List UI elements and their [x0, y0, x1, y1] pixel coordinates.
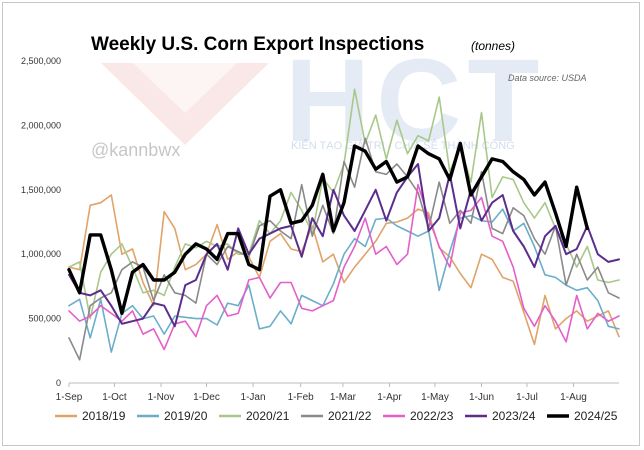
chart-title-unit: (tonnes) [471, 39, 515, 53]
legend-label: 2018/19 [82, 409, 126, 423]
x-tick-label: 1-Sep [56, 392, 83, 403]
y-tick-label: 2,000,000 [21, 120, 61, 130]
data-source-note: Data source: USDA [508, 73, 587, 83]
x-tick-label: 1-Jul [516, 392, 538, 403]
y-tick-label: 1,500,000 [21, 185, 61, 195]
chart-title: Weekly U.S. Corn Export Inspections [91, 34, 424, 55]
x-tick-label: 1-Dec [193, 392, 220, 403]
legend-label: 2023/24 [492, 409, 536, 423]
x-tick-label: 1-Nov [148, 392, 175, 403]
watermark-handle: @kannbwx [91, 140, 180, 160]
chart-frame: HCT KIẾN TẠO GIÁ TRỊ - CHIA SẺ THÀNH CÔNG… [2, 2, 640, 446]
legend-label: 2022/23 [410, 409, 454, 423]
y-tick-label: 500,000 [28, 314, 61, 324]
watermark-logo-inner [133, 63, 237, 113]
x-tick-label: 1-Aug [560, 392, 587, 403]
legend-label: 2020/21 [246, 409, 290, 423]
y-tick-label: 1,000,000 [21, 249, 61, 259]
x-tick-label: 1-May [421, 392, 449, 403]
y-tick-label: 2,500,000 [21, 56, 61, 66]
x-tick-label: 1-Oct [102, 392, 127, 403]
series-line-2022-23 [68, 183, 620, 351]
x-tick-label: 1-Feb [288, 392, 315, 403]
x-tick-label: 1-Mar [330, 392, 357, 403]
x-tick-label: 1-Jan [241, 392, 266, 403]
legend-label: 2021/22 [328, 409, 372, 423]
series-line-2023-24 [68, 163, 620, 328]
axes: 0 500,000 1,000,000 1,500,000 2,000,000 2,500… [21, 56, 619, 403]
x-tick-label: 1-Apr [377, 392, 402, 403]
series-layer [67, 88, 620, 361]
series-line-2024-25 [67, 141, 589, 316]
x-tick-label: 1-Jun [469, 392, 494, 403]
y-tick-label: 0 [56, 378, 61, 388]
legend: 2018/19 2019/20 2020/21 2021/22 2022/23 2023/… [55, 409, 618, 423]
legend-label: 2019/20 [164, 409, 208, 423]
series-line-2019-20 [68, 208, 620, 353]
legend-label: 2024/25 [574, 409, 618, 423]
series-line-2021-22 [68, 137, 620, 361]
series-line-2018-19 [68, 194, 620, 346]
